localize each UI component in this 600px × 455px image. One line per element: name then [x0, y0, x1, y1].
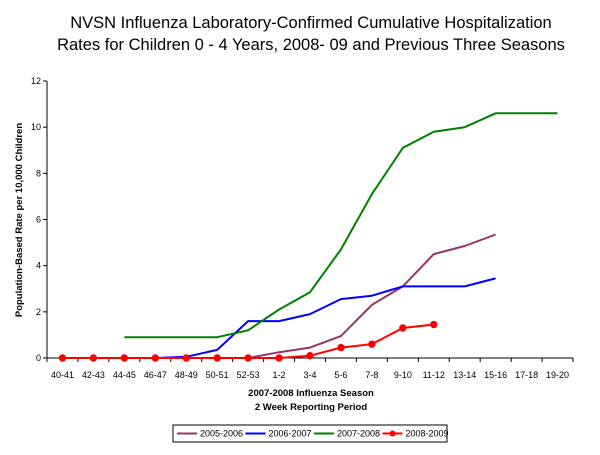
data-point-2008-2009 — [182, 354, 190, 362]
series-line-2007-2008 — [124, 112, 558, 339]
data-point-2008-2009 — [306, 351, 314, 360]
data-point-2008-2009 — [89, 354, 98, 362]
data-point-2008-2009 — [337, 343, 345, 352]
series-2006-2007 — [155, 277, 496, 359]
y-tick-label: 12 — [31, 76, 41, 86]
x-tick-label: 52-53 — [237, 370, 260, 380]
x-tick-label: 1-2 — [273, 370, 286, 380]
data-point-2008-2009 — [430, 320, 438, 329]
x-tick-label: 40-41 — [51, 370, 74, 380]
legend-label-2005-2006: 2005-2006 — [200, 429, 243, 439]
chart-title-line-2: Rates for Children 0 - 4 Years, 2008- 09… — [57, 36, 565, 54]
x-tick-label: 46-47 — [144, 370, 167, 380]
data-point-2008-2009 — [151, 354, 159, 362]
x-tick-label: 17-18 — [515, 370, 538, 380]
y-tick-label: 4 — [36, 261, 41, 271]
x-tick-label: 50-51 — [206, 370, 229, 380]
legend-label-2007-2008: 2007-2008 — [337, 429, 380, 439]
series-2008-2009 — [58, 320, 438, 362]
y-tick-label: 10 — [31, 122, 41, 132]
x-tick-label: 15-16 — [484, 370, 507, 380]
x-tick-label: 48-49 — [175, 370, 198, 380]
series-line-2006-2007 — [155, 277, 496, 359]
data-point-2008-2009 — [244, 354, 252, 362]
x-axis-title-line-1: 2007-2008 Influenza Season — [248, 388, 374, 399]
series-2005-2006 — [247, 233, 496, 359]
series-2007-2008 — [124, 112, 558, 339]
y-tick-label: 2 — [36, 307, 41, 317]
y-axis-title: Population-Based Rate per 10,000 Childre… — [14, 123, 25, 317]
legend-label-2008-2009: 2008-2009 — [406, 429, 449, 439]
legend-label-2006-2007: 2006-2007 — [269, 429, 312, 439]
chart-title-line-1: NVSN Influenza Laboratory-Confirmed Cumu… — [70, 14, 551, 32]
series-line-2005-2006 — [247, 233, 496, 359]
plot-area: 0 2 4 6 8 10 12 40-41 42-43 44-45 46-47 48-49 50-51 5… — [31, 76, 574, 380]
x-tick-label: 11-12 — [423, 370, 445, 380]
x-tick-label: 5-6 — [334, 370, 347, 380]
data-point-2008-2009 — [368, 340, 376, 348]
legend: 2005-2006 2006-2007 2007-2008 2008-2009 — [172, 424, 449, 443]
x-tick-label: 13-14 — [453, 370, 476, 380]
x-tick-label: 9-10 — [394, 370, 412, 380]
y-tick-label: 8 — [36, 168, 41, 178]
data-point-2008-2009 — [120, 354, 129, 362]
x-tick-label: 42-43 — [82, 370, 105, 380]
legend-box — [172, 424, 448, 443]
data-point-2008-2009 — [399, 324, 407, 332]
data-point-2008-2009 — [213, 354, 221, 362]
x-tick-label: 19-20 — [546, 370, 569, 380]
y-tick-label: 0 — [36, 353, 41, 363]
data-point-2008-2009 — [58, 354, 67, 362]
x-tick-label: 44-45 — [113, 370, 136, 380]
legend-marker-2008-2009 — [389, 430, 396, 437]
x-tick-label: 7-8 — [365, 370, 378, 380]
data-point-2008-2009 — [275, 354, 283, 362]
x-tick-label: 3-4 — [303, 370, 316, 380]
y-tick-label: 6 — [36, 215, 41, 225]
x-axis-title-line-2: 2 Week Reporting Period — [255, 402, 367, 413]
